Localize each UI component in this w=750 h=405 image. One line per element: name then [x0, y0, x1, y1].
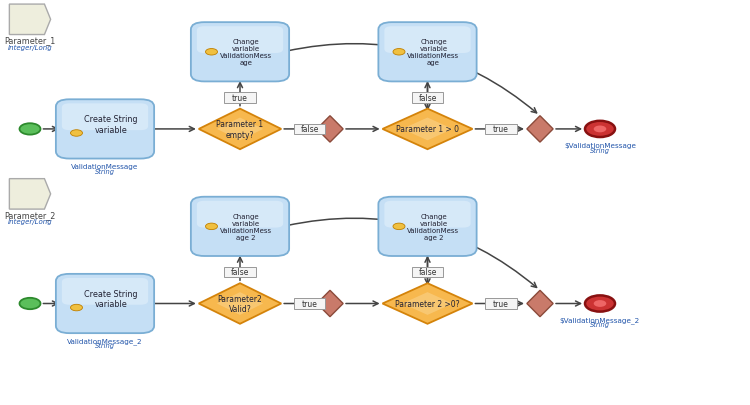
Text: $ValidationMessage: $ValidationMessage — [564, 143, 636, 149]
Text: Create String
variable: Create String variable — [84, 289, 138, 309]
Text: String: String — [590, 322, 610, 328]
Text: String: String — [95, 342, 115, 348]
Text: Parameter 2 >0?: Parameter 2 >0? — [395, 299, 460, 308]
FancyBboxPatch shape — [294, 124, 326, 135]
FancyBboxPatch shape — [384, 201, 471, 228]
Polygon shape — [199, 109, 281, 150]
FancyBboxPatch shape — [412, 267, 443, 277]
Text: Change
variable
ValidationMess
age: Change variable ValidationMess age — [220, 39, 272, 66]
FancyBboxPatch shape — [56, 100, 154, 159]
FancyBboxPatch shape — [190, 23, 290, 82]
Polygon shape — [217, 118, 263, 141]
Text: $ValidationMessage_2: $ValidationMessage_2 — [560, 317, 640, 324]
Text: ValidationMessage_2: ValidationMessage_2 — [68, 337, 142, 344]
Polygon shape — [217, 292, 263, 315]
Text: false: false — [231, 268, 249, 277]
Text: String: String — [590, 147, 610, 153]
Text: true: true — [493, 125, 509, 134]
FancyBboxPatch shape — [56, 274, 154, 333]
Text: Create String
variable: Create String variable — [84, 115, 138, 134]
Circle shape — [20, 298, 40, 309]
FancyBboxPatch shape — [190, 197, 290, 256]
Polygon shape — [526, 117, 553, 143]
Polygon shape — [526, 291, 553, 317]
Text: false: false — [419, 268, 436, 277]
Polygon shape — [316, 117, 343, 143]
Text: Parameter_2: Parameter_2 — [4, 211, 55, 220]
Text: false: false — [419, 94, 436, 102]
Text: Change
variable
ValidationMess
age 2: Change variable ValidationMess age 2 — [407, 213, 460, 240]
FancyBboxPatch shape — [378, 197, 477, 256]
Polygon shape — [9, 179, 51, 210]
FancyBboxPatch shape — [378, 23, 477, 82]
Circle shape — [585, 122, 615, 138]
Text: Parameter 1 > 0: Parameter 1 > 0 — [396, 125, 459, 134]
Text: true: true — [302, 299, 318, 308]
FancyBboxPatch shape — [62, 278, 148, 305]
Circle shape — [20, 124, 40, 135]
FancyBboxPatch shape — [196, 201, 284, 228]
FancyBboxPatch shape — [485, 124, 517, 135]
Circle shape — [594, 126, 606, 133]
Text: true: true — [493, 299, 509, 308]
Circle shape — [393, 224, 405, 230]
Circle shape — [206, 49, 218, 56]
FancyBboxPatch shape — [224, 267, 256, 277]
Text: true: true — [232, 94, 248, 102]
Circle shape — [70, 305, 82, 311]
Polygon shape — [9, 5, 51, 35]
Text: ValidationMessage: ValidationMessage — [71, 163, 139, 169]
Text: Parameter2
Valid?: Parameter2 Valid? — [217, 294, 262, 313]
Circle shape — [70, 130, 82, 137]
Circle shape — [393, 49, 405, 56]
Polygon shape — [316, 291, 343, 317]
Circle shape — [206, 224, 218, 230]
FancyBboxPatch shape — [294, 298, 326, 309]
Text: Change
variable
ValidationMess
age: Change variable ValidationMess age — [407, 39, 460, 66]
Polygon shape — [382, 284, 472, 324]
FancyBboxPatch shape — [196, 27, 284, 54]
Text: Integer/Long: Integer/Long — [8, 219, 52, 225]
Text: false: false — [301, 125, 319, 134]
Text: Parameter_1: Parameter_1 — [4, 36, 55, 45]
Text: Parameter 1
empty?: Parameter 1 empty? — [217, 120, 263, 139]
Polygon shape — [382, 109, 472, 150]
Text: Integer/Long: Integer/Long — [8, 45, 52, 51]
Polygon shape — [199, 284, 281, 324]
Polygon shape — [402, 292, 453, 315]
Text: String: String — [95, 168, 115, 174]
FancyBboxPatch shape — [485, 298, 517, 309]
FancyBboxPatch shape — [384, 27, 471, 54]
FancyBboxPatch shape — [62, 104, 148, 131]
FancyBboxPatch shape — [412, 93, 443, 103]
Circle shape — [594, 301, 606, 307]
Text: Change
variable
ValidationMess
age 2: Change variable ValidationMess age 2 — [220, 213, 272, 240]
FancyBboxPatch shape — [224, 93, 256, 103]
Circle shape — [585, 296, 615, 312]
Polygon shape — [402, 118, 453, 141]
